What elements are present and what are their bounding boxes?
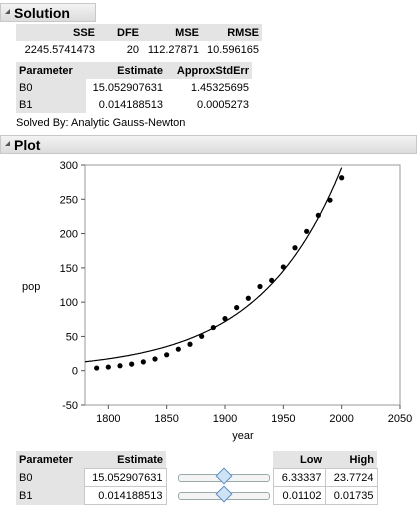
rmse-value: 10.596165 [207, 43, 259, 56]
data-point [210, 324, 216, 331]
x-tick-label: 1900 [213, 413, 237, 425]
stderr-header: ApproxStdErr [166, 62, 252, 79]
profiler-param-name: B0 [16, 468, 84, 487]
stats-table: SSE DFE MSE RMSE 2245.5741473 20 112.278… [16, 24, 262, 58]
data-point [280, 264, 286, 270]
high-header: High [325, 451, 377, 469]
x-tick-label: 2000 [329, 413, 353, 425]
low-input[interactable]: 6.33337 [272, 468, 326, 487]
data-point [304, 228, 310, 234]
solution-header[interactable]: Solution [0, 3, 96, 22]
high-input[interactable]: 23.7724 [324, 468, 378, 487]
sse-value: 2245.5741473 [24, 43, 95, 56]
data-point [199, 333, 205, 339]
param-estimate: 15.052907631 [92, 81, 163, 94]
profiler-parameter-header: Parameter [16, 451, 84, 469]
dfe-value: 20 [126, 43, 139, 56]
parameter-header: Parameter [16, 62, 86, 79]
y-tick-label: 300 [60, 160, 78, 172]
data-point [245, 295, 251, 301]
b1-slider[interactable] [177, 485, 270, 502]
x-axis-label: year [232, 430, 254, 442]
data-point [234, 305, 240, 311]
slider-thumb-icon[interactable] [215, 485, 232, 502]
estimate-header: Estimate [86, 62, 166, 79]
mse-header: MSE [142, 24, 202, 41]
plot-header[interactable]: Plot [0, 135, 417, 154]
plot-frame [84, 164, 401, 406]
plot-title: Plot [14, 136, 41, 153]
x-tick-label: 2050 [388, 413, 412, 425]
data-point [117, 363, 123, 369]
data-point [327, 197, 333, 203]
data-point [152, 356, 158, 362]
high-input[interactable]: 0.01735 [324, 486, 378, 505]
dfe-header: DFE [98, 24, 142, 41]
profiler-param-name: B1 [16, 486, 84, 505]
data-point [222, 316, 228, 322]
param-stderr: 0.0005273 [197, 98, 249, 111]
b0-slider[interactable] [177, 467, 270, 484]
y-tick-label: 50 [66, 331, 78, 343]
collapse-triangle-icon[interactable] [5, 141, 10, 146]
data-point [129, 361, 135, 367]
mse-value: 112.27871 [147, 43, 199, 56]
y-axis-label: pop [22, 281, 40, 293]
data-point [94, 365, 100, 371]
scatter-plot: -50 0 50 100 150 200 250 300 1800 1850 1900 1950 20… [22, 160, 412, 442]
data-point [257, 283, 263, 290]
estimate-input[interactable]: 0.014188513 [83, 486, 167, 505]
x-tick-label: 1950 [271, 413, 295, 425]
parameter-estimates-table: Parameter Estimate ApproxStdErr B0 15.05… [16, 62, 252, 113]
slider-thumb-icon[interactable] [215, 467, 233, 484]
data-point [105, 364, 111, 370]
param-stderr: 1.45325695 [190, 81, 249, 94]
x-tick-label: 1850 [154, 413, 178, 425]
table-row: B0 15.052907631 1.45325695 [16, 79, 252, 96]
x-tick-label: 1800 [96, 413, 120, 425]
parameter-profiler-table: Parameter Estimate Low High B0 15.052907… [16, 451, 378, 505]
param-name: B0 [16, 79, 86, 96]
table-row: B0 15.052907631 6.33337 23.7724 [16, 467, 378, 487]
data-point [292, 245, 298, 251]
table-row: B1 0.014188513 0.01102 0.01735 [16, 485, 378, 505]
table-row: B1 0.014188513 0.0005273 [16, 96, 252, 113]
y-tick-label: 0 [72, 366, 78, 378]
y-tick-label: 150 [60, 263, 78, 275]
y-tick-label: 200 [60, 229, 78, 241]
sse-header: SSE [16, 24, 98, 41]
y-tick-label: 100 [60, 297, 78, 309]
data-point [164, 352, 170, 358]
param-estimate: 0.014188513 [98, 98, 163, 111]
profiler-estimate-header: Estimate [84, 451, 166, 469]
low-header: Low [273, 451, 325, 469]
y-tick-label: 250 [60, 194, 78, 206]
data-point [339, 175, 345, 181]
y-tick-label: -50 [62, 400, 78, 412]
data-point [140, 359, 146, 365]
data-point [175, 346, 181, 352]
solved-by-text: Solved By: Analytic Gauss-Newton [16, 117, 186, 129]
param-name: B1 [16, 96, 86, 113]
low-input[interactable]: 0.01102 [272, 486, 326, 505]
solution-title: Solution [14, 4, 70, 21]
estimate-input[interactable]: 15.052907631 [83, 468, 167, 487]
data-point [315, 212, 321, 218]
data-point [269, 277, 275, 284]
rmse-header: RMSE [202, 24, 262, 41]
collapse-triangle-icon[interactable] [5, 9, 10, 14]
data-point [187, 341, 193, 347]
